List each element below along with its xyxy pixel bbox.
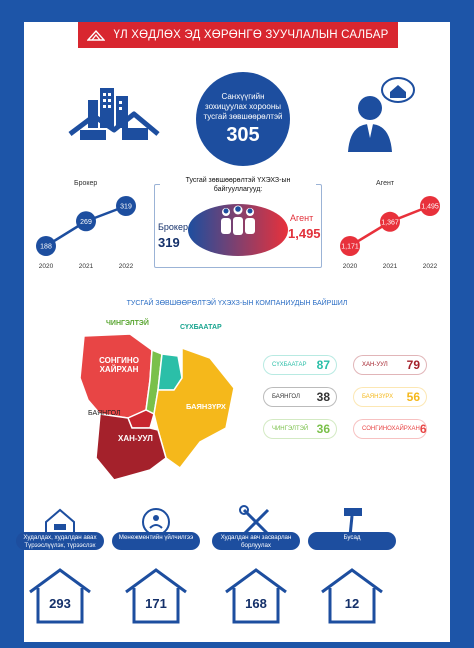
district-badge: ХАН-УУЛ 79	[354, 356, 426, 374]
map-label-bayangol: БАЯНГОЛ	[88, 410, 121, 417]
agent-value: 1,495	[288, 226, 321, 241]
logo-icon	[87, 29, 106, 41]
broker-value: 319	[158, 235, 180, 250]
year-tick-label: 2020	[39, 263, 54, 270]
agent-person-icon	[348, 77, 415, 152]
house-outline-icon	[225, 568, 287, 624]
district-name: БАЯНЗҮРХ	[362, 394, 394, 400]
khan-uul-region	[95, 413, 167, 481]
map-label-songino-line: СОНГИНО	[99, 356, 139, 365]
data-label: 1,367	[381, 219, 399, 226]
map-label-sukhbaatar: СҮХБААТАР	[180, 324, 222, 331]
district-count: 38	[316, 390, 330, 404]
broker-line-chart: 188 2020 269 2021 319 2022	[36, 196, 136, 270]
district-name: СҮХБААТАР	[272, 362, 307, 368]
year-tick-label: 2022	[119, 263, 134, 270]
service-count-house: 12	[318, 566, 386, 626]
house-outline-icon	[29, 568, 91, 624]
licensed-box-title-line: Тусгай зөвшөөрөлтэй ҮХЭХЗ-ын	[185, 177, 291, 184]
service-label-line: Түрээслүүлэх, түрээслэх	[24, 542, 96, 549]
house-outline-icon	[125, 568, 187, 624]
house-outline-icon	[321, 568, 383, 624]
service-count: 168	[245, 596, 267, 611]
district-count: 36	[316, 422, 330, 436]
map-label-khan-uul: ХАН-УУЛ	[118, 434, 153, 443]
licensed-box-title-line: байгууллагууд:	[213, 186, 263, 193]
group-people-icon	[188, 204, 288, 256]
district-badge: БАЯНГОЛ 38	[264, 388, 336, 406]
data-point	[380, 211, 400, 232]
licensed-box-title: Тусгай зөвшөөрөлтэй ҮХЭХЗ-ын байгууллагу…	[160, 176, 316, 194]
service-label: Бусад	[306, 534, 398, 542]
map-label-songino-line: ХАЙРХАН	[99, 365, 139, 374]
data-point	[76, 211, 96, 232]
service-pill	[112, 532, 200, 550]
district-count: 87	[316, 358, 330, 372]
district-name: БАЯНГОЛ	[272, 394, 300, 400]
district-name: СОНГИНОХАЙРХАН	[362, 426, 420, 432]
service-pill	[212, 532, 300, 550]
service-pill	[16, 532, 104, 550]
service-count-house: 168	[222, 566, 290, 626]
licensed-count-value: 305	[226, 123, 260, 146]
title-banner: ҮЛ ХӨДЛӨХ ЭД ХӨРӨНГӨ ЗУУЧЛАЛЫН САЛБАР	[78, 22, 398, 48]
year-tick-label: 2021	[383, 263, 398, 270]
broker-chart-label: Брокер	[74, 180, 98, 187]
data-label: 1,495	[421, 204, 439, 211]
district-map	[79, 333, 235, 481]
data-label: 1,171	[341, 244, 359, 251]
map-title: ТУСГАЙ ЗӨВШӨӨРӨЛТЭЙ ҮХЭХЗ-ЫН КОМПАНИУДЫН…	[126, 300, 348, 307]
data-label: 319	[120, 204, 132, 211]
agent-label: Агент	[290, 213, 314, 223]
map-label-bayanzurkh: БАЯНЗҮРХ	[186, 402, 226, 411]
service-label-line: Бусад	[343, 534, 361, 541]
buildings-icon	[68, 88, 160, 140]
service-count-house: 293	[26, 566, 94, 626]
service-label: Менежментийн үйлчилгээ	[110, 534, 202, 542]
service-label-line: Менежментийн үйлчилгээ	[118, 534, 194, 541]
agent-line-chart: 1,171 2020 1,367 2021 1,495 2022	[340, 196, 440, 270]
service-label-line: Худалдах, худалдан авах	[23, 534, 97, 541]
data-point	[420, 196, 440, 216]
caption-line: Санхүүгийн	[221, 91, 265, 101]
broker-label: Брокер	[158, 222, 188, 232]
service-count: 171	[145, 596, 167, 611]
data-point	[36, 236, 56, 256]
year-tick-label: 2022	[423, 263, 438, 270]
service-label-line: Худалдан авч засварлан	[220, 534, 292, 541]
service-count: 12	[344, 596, 360, 611]
service-label: Худалдан авч засварлан борлуулах	[210, 534, 302, 550]
district-badge: СҮХБААТАР 87	[264, 356, 336, 374]
year-tick-label: 2021	[79, 263, 94, 270]
district-count: 56	[406, 390, 420, 404]
agent-chart-label: Агент	[376, 180, 395, 187]
data-label: 269	[80, 219, 92, 226]
district-badge: СОНГИНОХАЙРХАН 6	[354, 420, 427, 438]
data-label: 188	[40, 244, 52, 251]
map-label-songino: СОНГИНО ХАЙРХАН	[94, 356, 144, 374]
district-count: 79	[406, 358, 420, 372]
map-label-chingeltei: ЧИНГЭЛТЭЙ	[106, 320, 149, 327]
service-label-line: борлуулах	[240, 542, 272, 549]
service-pill	[308, 532, 396, 550]
licensed-count-circle: Санхүүгийн зохицуулах хорооны тусгай зөв…	[196, 72, 290, 166]
caption-line: зохицуулах хорооны	[204, 101, 282, 111]
district-count: 6	[419, 422, 427, 436]
tools-icon	[239, 505, 270, 536]
service-count-house: 171	[122, 566, 190, 626]
bayanzurkh-region	[153, 346, 235, 470]
caption-line: тусгай зөвшөөрөлтэй	[203, 111, 283, 121]
service-count: 293	[49, 596, 71, 611]
year-tick-label: 2020	[343, 263, 358, 270]
district-badge: ЧИНГЭЛТЭЙ 36	[264, 420, 336, 438]
district-name: ХАН-УУЛ	[362, 362, 388, 368]
page-title: ҮЛ ХӨДЛӨХ ЭД ХӨРӨНГӨ ЗУУЧЛАЛЫН САЛБАР	[113, 29, 389, 41]
district-name: ЧИНГЭЛТЭЙ	[272, 426, 309, 432]
data-point	[340, 236, 360, 256]
service-label: Худалдах, худалдан авах Түрээслүүлэх, түр…	[14, 534, 106, 550]
songino-khairkhan-region	[79, 333, 153, 419]
district-badge: БАЯНЗҮРХ 56	[354, 388, 426, 406]
data-point	[116, 196, 136, 216]
